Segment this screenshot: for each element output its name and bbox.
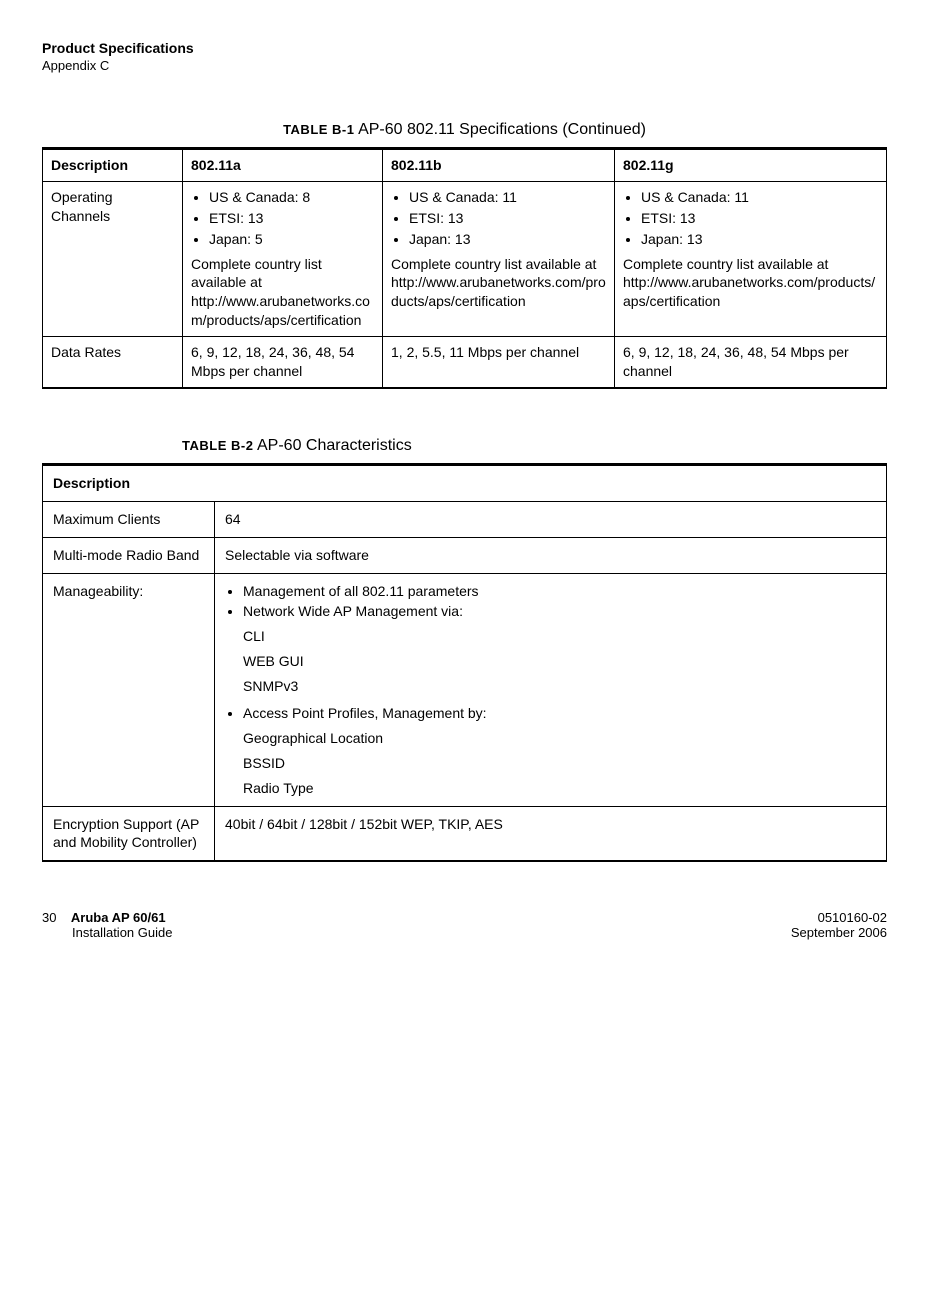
header-subtitle: Appendix C <box>42 58 887 73</box>
cell-value: 64 <box>215 501 887 537</box>
table-row: Encryption Support (AP and Mobility Cont… <box>43 806 887 861</box>
bullet-list: US & Canada: 11 ETSI: 13 Japan: 13 <box>623 188 878 249</box>
cell-desc: Multi-mode Radio Band <box>43 537 215 573</box>
sub-item: CLI <box>243 627 876 646</box>
table2-caption: TABLE B-2 AP-60 Characteristics <box>42 437 887 455</box>
cell-desc: Encryption Support (AP and Mobility Cont… <box>43 806 215 861</box>
page-footer: 30 Aruba AP 60/61 Installation Guide 051… <box>42 910 887 940</box>
cell-para: Complete country list available at http:… <box>191 255 374 331</box>
cell-value: 40bit / 64bit / 128bit / 152bit WEP, TKI… <box>215 806 887 861</box>
list-item: ETSI: 13 <box>641 209 878 228</box>
sub-item: SNMPv3 <box>243 677 876 696</box>
list-item: ETSI: 13 <box>209 209 374 228</box>
list-item: US & Canada: 11 <box>409 188 606 207</box>
list-item: ETSI: 13 <box>409 209 606 228</box>
page-number: 30 <box>42 910 56 925</box>
th-desc: Description <box>43 464 887 501</box>
table-row: Maximum Clients 64 <box>43 501 887 537</box>
cell-80211a: US & Canada: 8 ETSI: 13 Japan: 5 Complet… <box>183 181 383 336</box>
footer-left: 30 Aruba AP 60/61 Installation Guide <box>42 910 172 940</box>
table-row: Data Rates 6, 9, 12, 18, 24, 36, 48, 54 … <box>43 337 887 388</box>
cell-desc: Data Rates <box>43 337 183 388</box>
th-80211a: 802.11a <box>183 149 383 182</box>
table-specs: Description 802.11a 802.11b 802.11g Oper… <box>42 147 887 389</box>
table1-header-row: Description 802.11a 802.11b 802.11g <box>43 149 887 182</box>
list-item: Network Wide AP Management via: <box>243 602 876 621</box>
table1-caption-label: TABLE B-1 <box>283 122 354 137</box>
sub-item: BSSID <box>243 754 876 773</box>
cell-value: Management of all 802.11 parameters Netw… <box>215 573 887 806</box>
list-item: Management of all 802.11 parameters <box>243 582 876 601</box>
th-80211g: 802.11g <box>615 149 887 182</box>
table2-caption-text: AP-60 Characteristics <box>257 437 412 454</box>
list-item: US & Canada: 8 <box>209 188 374 207</box>
list-item: Japan: 13 <box>409 230 606 249</box>
cell-para: Complete country list available at http:… <box>391 255 606 312</box>
list-item: Access Point Profiles, Management by: <box>243 704 876 723</box>
cell-para: Complete country list available at http:… <box>623 255 878 312</box>
cell-80211b: US & Canada: 11 ETSI: 13 Japan: 13 Compl… <box>383 181 615 336</box>
footer-right: 0510160-02 September 2006 <box>791 910 887 940</box>
cell-80211g: 6, 9, 12, 18, 24, 36, 48, 54 Mbps per ch… <box>615 337 887 388</box>
footer-docnum: 0510160-02 <box>791 910 887 925</box>
footer-date: September 2006 <box>791 925 887 940</box>
table1-caption-text: AP-60 802.11 Specifications (Continued) <box>358 121 646 138</box>
footer-guide: Installation Guide <box>42 925 172 940</box>
page-header: Product Specifications Appendix C <box>42 40 887 73</box>
bullet-list: US & Canada: 8 ETSI: 13 Japan: 5 <box>191 188 374 249</box>
sub-item: Geographical Location <box>243 729 876 748</box>
header-title: Product Specifications <box>42 40 887 56</box>
th-desc: Description <box>43 149 183 182</box>
cell-80211g: US & Canada: 11 ETSI: 13 Japan: 13 Compl… <box>615 181 887 336</box>
cell-80211a: 6, 9, 12, 18, 24, 36, 48, 54 Mbps per ch… <box>183 337 383 388</box>
sub-item: Radio Type <box>243 779 876 798</box>
list-item: Japan: 5 <box>209 230 374 249</box>
table1-caption: TABLE B-1 AP-60 802.11 Specifications (C… <box>42 121 887 139</box>
cell-value: Selectable via software <box>215 537 887 573</box>
bullet-list: Management of all 802.11 parameters Netw… <box>225 582 876 622</box>
table-row: Operating Channels US & Canada: 8 ETSI: … <box>43 181 887 336</box>
sub-item: WEB GUI <box>243 652 876 671</box>
cell-80211b: 1, 2, 5.5, 11 Mbps per channel <box>383 337 615 388</box>
cell-desc: Maximum Clients <box>43 501 215 537</box>
table-characteristics: Description Maximum Clients 64 Multi-mod… <box>42 463 887 862</box>
th-80211b: 802.11b <box>383 149 615 182</box>
table-row: Manageability: Management of all 802.11 … <box>43 573 887 806</box>
footer-product: Aruba AP 60/61 <box>71 910 166 925</box>
list-item: Japan: 13 <box>641 230 878 249</box>
table2-header-row: Description <box>43 464 887 501</box>
cell-desc: Operating Channels <box>43 181 183 336</box>
cell-desc: Manageability: <box>43 573 215 806</box>
bullet-list: Access Point Profiles, Management by: <box>225 704 876 723</box>
table-row: Multi-mode Radio Band Selectable via sof… <box>43 537 887 573</box>
list-item: US & Canada: 11 <box>641 188 878 207</box>
table2-caption-label: TABLE B-2 <box>182 438 253 453</box>
bullet-list: US & Canada: 11 ETSI: 13 Japan: 13 <box>391 188 606 249</box>
